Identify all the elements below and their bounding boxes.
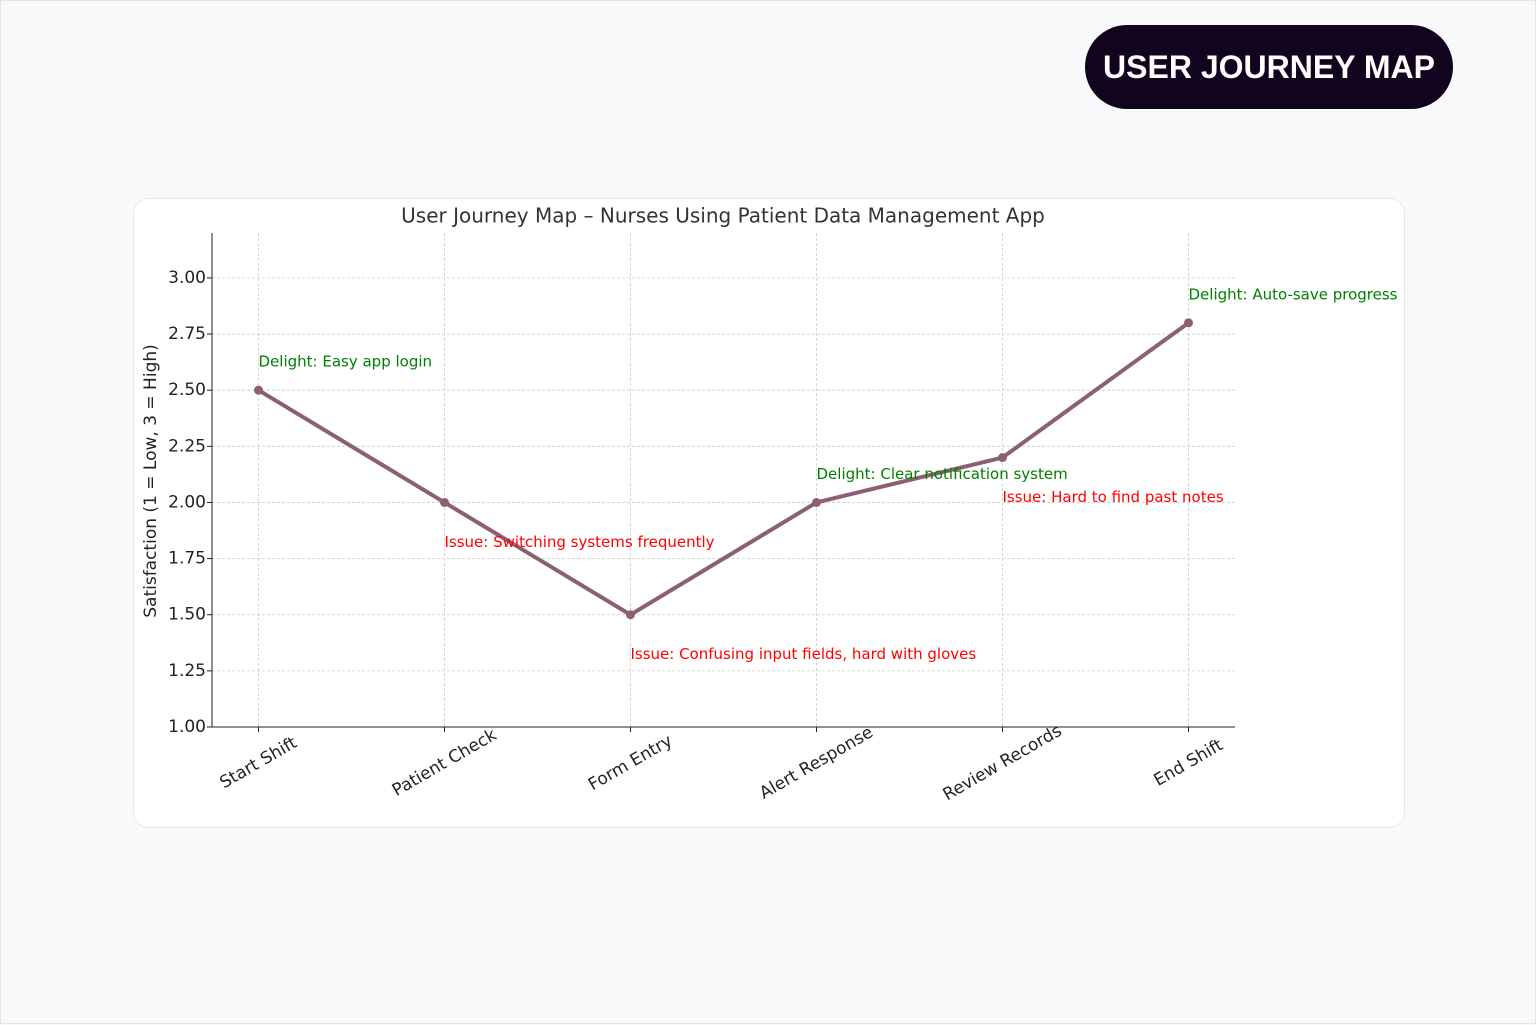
y-tick-label: 3.00 [168,268,206,288]
y-tick-label: 2.75 [168,324,206,344]
point [440,497,449,507]
chart-title: User Journey Map – Nurses Using Patient … [401,204,1045,228]
point [254,385,263,395]
y-tick-label: 1.00 [168,717,206,737]
y-tick-label: 2.00 [168,492,206,512]
x-tick-label: Start Shift [216,733,300,793]
y-tick-label: 2.25 [168,436,206,456]
annotation: Issue: Hard to find past notes [1003,488,1224,506]
x-tick-label: Patient Check [389,725,500,801]
annotation: Delight: Auto-save progress [1189,285,1398,303]
point [1184,318,1193,328]
annotation: Delight: Clear notification system [817,465,1068,483]
x-tick-label: Form Entry [585,731,676,795]
annotation: Delight: Easy app login [259,353,433,371]
badge: USER JOURNEY MAP [1085,25,1453,109]
point [626,610,635,620]
point [812,497,821,507]
y-tick-label: 2.50 [168,380,206,400]
point [998,453,1007,463]
x-tick-label: Alert Response [756,722,876,803]
chart-card [133,198,1405,828]
y-tick-label: 1.50 [168,605,206,625]
y-tick-label: 1.25 [168,661,206,681]
x-tick-label: Review Records [940,721,1066,805]
x-tick-label: End Shift [1150,735,1226,791]
line [257,321,1190,617]
annotation: Issue: Switching systems frequently [445,533,715,551]
y-tick-label: 1.75 [168,549,206,569]
y-axis-label: Satisfaction (1 = Low, 3 = High) [141,344,161,618]
annotation: Issue: Confusing input fields, hard with… [631,645,977,663]
